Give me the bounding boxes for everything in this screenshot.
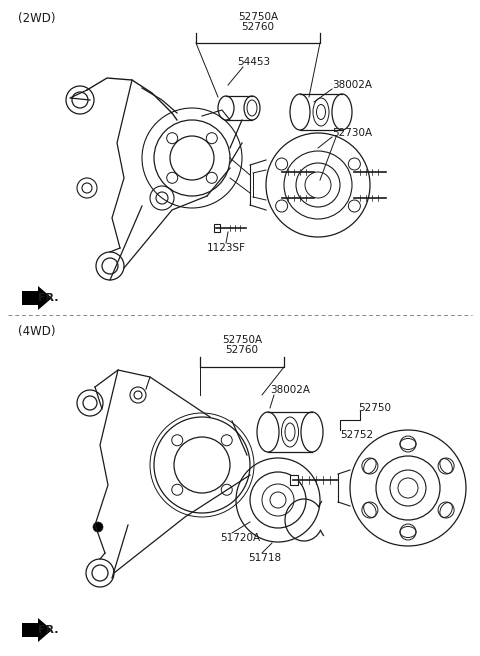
Text: 52750: 52750 (358, 403, 391, 413)
Text: 1123SF: 1123SF (206, 243, 245, 253)
Text: 52750A: 52750A (222, 335, 262, 345)
Text: 52730A: 52730A (332, 128, 372, 138)
Text: 52760: 52760 (241, 22, 275, 32)
Text: (2WD): (2WD) (18, 12, 56, 25)
Text: 38002A: 38002A (332, 80, 372, 90)
Text: FR.: FR. (38, 625, 59, 635)
Text: 52760: 52760 (226, 345, 259, 355)
Bar (214, 224, 220, 232)
Text: 52752: 52752 (340, 430, 373, 440)
Circle shape (93, 522, 103, 532)
Text: 38002A: 38002A (270, 385, 310, 395)
Bar (290, 475, 298, 485)
Text: FR.: FR. (38, 293, 59, 303)
Text: 52750A: 52750A (238, 12, 278, 22)
Polygon shape (22, 286, 52, 310)
Text: 51720A: 51720A (220, 533, 260, 543)
Text: 51718: 51718 (248, 553, 281, 563)
Text: (4WD): (4WD) (18, 325, 56, 338)
Polygon shape (22, 618, 52, 642)
Text: 54453: 54453 (237, 57, 270, 67)
